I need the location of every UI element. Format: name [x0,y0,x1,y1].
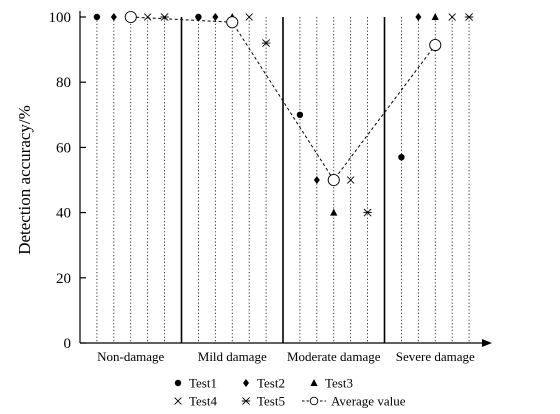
average-layer [130,16,436,181]
legend-label: Test5 [257,394,285,409]
legend-marker [174,397,182,405]
y-tick-label: 100 [49,10,72,26]
marks-layer [93,10,474,217]
legend-marker [174,379,182,387]
point-test5 [464,13,474,21]
legend-label: Test2 [257,376,285,391]
legend-label: Test4 [189,394,217,409]
point-test1 [296,111,304,119]
labels-layer: 0 20 40 60 80 100 Detection accuracy/% Non-dama… [15,10,475,364]
average-point [429,38,442,52]
point-test5 [160,13,169,21]
legend-marker [309,396,319,406]
point-test4 [143,13,152,21]
point-test3 [330,208,338,216]
y-axis-title: Detection accuracy/% [15,105,34,255]
category-label: Moderate damage [287,349,381,364]
point-test1 [93,13,101,21]
point-test1 [398,153,405,161]
legend-label: Test3 [325,376,353,391]
category-label: Mild damage [198,349,267,364]
x-axis-arrow [482,339,492,347]
average-line [130,16,436,181]
legend-marker [310,379,318,386]
grid-layer [96,17,470,343]
average-point [124,10,137,24]
legend-marker [241,397,251,405]
point-test1 [195,13,202,21]
y-tick-label: 80 [56,75,71,91]
legend-label: Average value [331,394,406,409]
y-tick-label: 60 [56,140,71,156]
point-test5 [261,39,271,47]
y-tick-label: 20 [56,271,71,287]
point-test2 [415,13,422,21]
point-test2 [110,13,117,21]
category-label: Non-damage [97,349,164,364]
average-point [327,173,340,187]
point-test4 [346,176,355,184]
legend: Test1 Test2 Test3 Test4 Test5 Average value [174,376,406,409]
legend-marker [243,379,249,387]
point-test2 [313,176,320,184]
average-point [226,16,239,29]
y-tick-label: 0 [64,336,72,352]
axes-layer [79,11,492,347]
point-test3 [431,13,439,20]
legend-label: Test1 [189,376,217,391]
point-test5 [363,208,372,217]
point-test2 [212,13,219,21]
category-label: Severe damage [396,349,475,364]
point-test4 [245,13,253,21]
point-test4 [448,13,456,21]
y-tick-label: 40 [56,206,71,222]
